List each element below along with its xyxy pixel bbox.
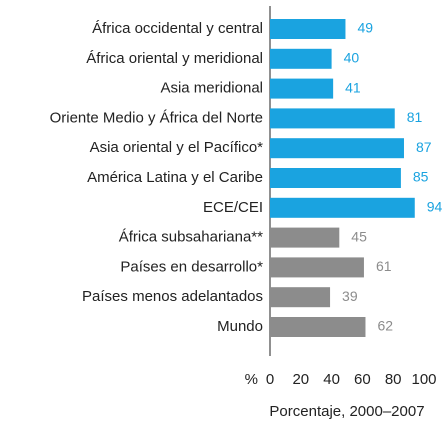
y-tick-label: ECE/CEI — [203, 199, 263, 216]
y-tick-label: África occidental y central — [92, 20, 263, 37]
value-label: 61 — [376, 258, 392, 274]
y-tick-label: Asia meridional — [160, 80, 263, 97]
value-label: 45 — [351, 228, 367, 244]
bar — [270, 168, 401, 188]
y-tick-label: Países menos adelantados — [82, 288, 263, 305]
bar — [270, 78, 334, 99]
value-label: 94 — [427, 199, 443, 215]
bar — [270, 197, 415, 218]
y-tick-label: Oriente Medio y África del Norte — [50, 109, 263, 126]
x-tick-label: 80 — [385, 371, 402, 388]
bar — [270, 108, 395, 129]
value-label: 62 — [377, 318, 393, 334]
value-label: 87 — [416, 139, 432, 155]
y-tick-label: África subsahariana** — [119, 229, 263, 246]
x-axis-label: Porcentaje, 2000–2007 — [269, 403, 424, 420]
bar — [270, 257, 364, 278]
y-tick-label: Mundo — [217, 318, 263, 335]
value-label: 85 — [413, 169, 429, 185]
bar — [270, 48, 332, 69]
y-tick-label: Asia oriental y el Pacífico* — [90, 139, 264, 156]
value-label: 40 — [344, 50, 360, 66]
x-tick-label: 0 — [266, 371, 274, 388]
value-label: 81 — [407, 109, 423, 125]
y-tick-label: América Latina y el Caribe — [87, 169, 263, 186]
y-tick-label: África oriental y meridional — [86, 50, 263, 67]
x-tick-label: 40 — [323, 371, 340, 388]
x-unit: % — [245, 371, 258, 388]
bar — [270, 19, 346, 39]
value-label: 49 — [357, 20, 373, 36]
y-tick-label: Países en desarrollo* — [120, 258, 263, 275]
bar — [270, 227, 340, 248]
value-label: 39 — [342, 288, 358, 304]
value-label: 41 — [345, 79, 361, 95]
x-tick-label: 20 — [292, 371, 309, 388]
bar — [270, 317, 366, 337]
x-tick-label: 60 — [354, 371, 371, 388]
bar — [270, 287, 331, 308]
bar — [270, 138, 404, 159]
x-tick-label: 100 — [411, 371, 436, 388]
